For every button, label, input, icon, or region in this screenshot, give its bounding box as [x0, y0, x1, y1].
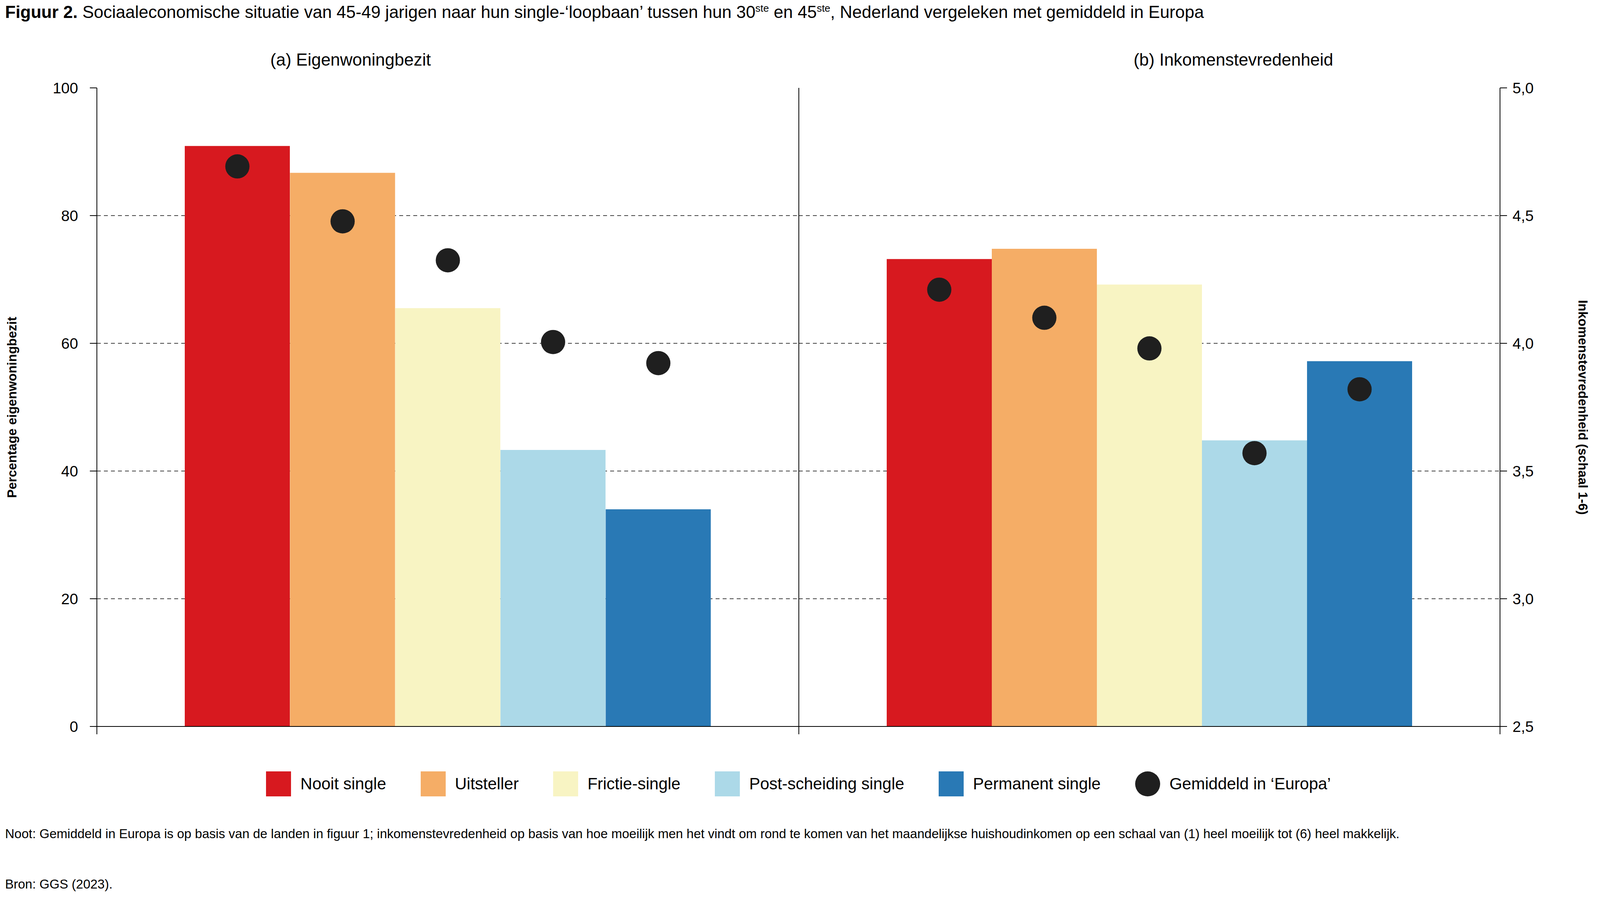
html-text:Gemiddeld in ‘Europa’: Gemiddeld in ‘Europa’ [1169, 774, 1331, 793]
html-text:Figuur 2. Sociaaleconomische s: Figuur 2. Sociaaleconomische situatie va… [5, 2, 1204, 22]
svg-text:5,0: 5,0 [1512, 79, 1534, 97]
svg-text:20: 20 [61, 590, 79, 608]
html-text:Permanent single: Permanent single [972, 774, 1101, 793]
svg-text:80: 80 [61, 207, 79, 225]
svg-text:100: 100 [52, 79, 79, 97]
svg-text:0: 0 [69, 718, 79, 736]
html-text:Bron: GGS (2023).: Bron: GGS (2023). [5, 876, 113, 892]
html-text:Percentage eigenwoningbezit: Percentage eigenwoningbezit [4, 316, 20, 498]
html-text:Nooit single: Nooit single [300, 774, 387, 793]
html-text:Post-scheiding single: Post-scheiding single [749, 774, 905, 793]
html-text:Frictie-single: Frictie-single [587, 774, 681, 793]
html-text:Noot: Gemiddeld in Europa is o: Noot: Gemiddeld in Europa is op basis va… [5, 826, 1400, 842]
svg-text:40: 40 [61, 462, 79, 480]
svg-text:3,5: 3,5 [1512, 462, 1534, 480]
svg-text:2,5: 2,5 [1512, 718, 1534, 736]
svg-text:3,0: 3,0 [1512, 590, 1534, 608]
html-text:(a) Eigenwoningbezit: (a) Eigenwoningbezit [270, 50, 431, 70]
svg-text:60: 60 [61, 335, 79, 352]
html-text:Inkomenstevredenheid (schaal 1: Inkomenstevredenheid (schaal 1-6) [1575, 299, 1591, 515]
html-text:(b) Inkomenstevredenheid: (b) Inkomenstevredenheid [1133, 50, 1334, 70]
svg-text:4,0: 4,0 [1512, 335, 1534, 352]
html-text:Uitsteller: Uitsteller [454, 774, 519, 793]
svg-text:4,5: 4,5 [1512, 207, 1534, 225]
